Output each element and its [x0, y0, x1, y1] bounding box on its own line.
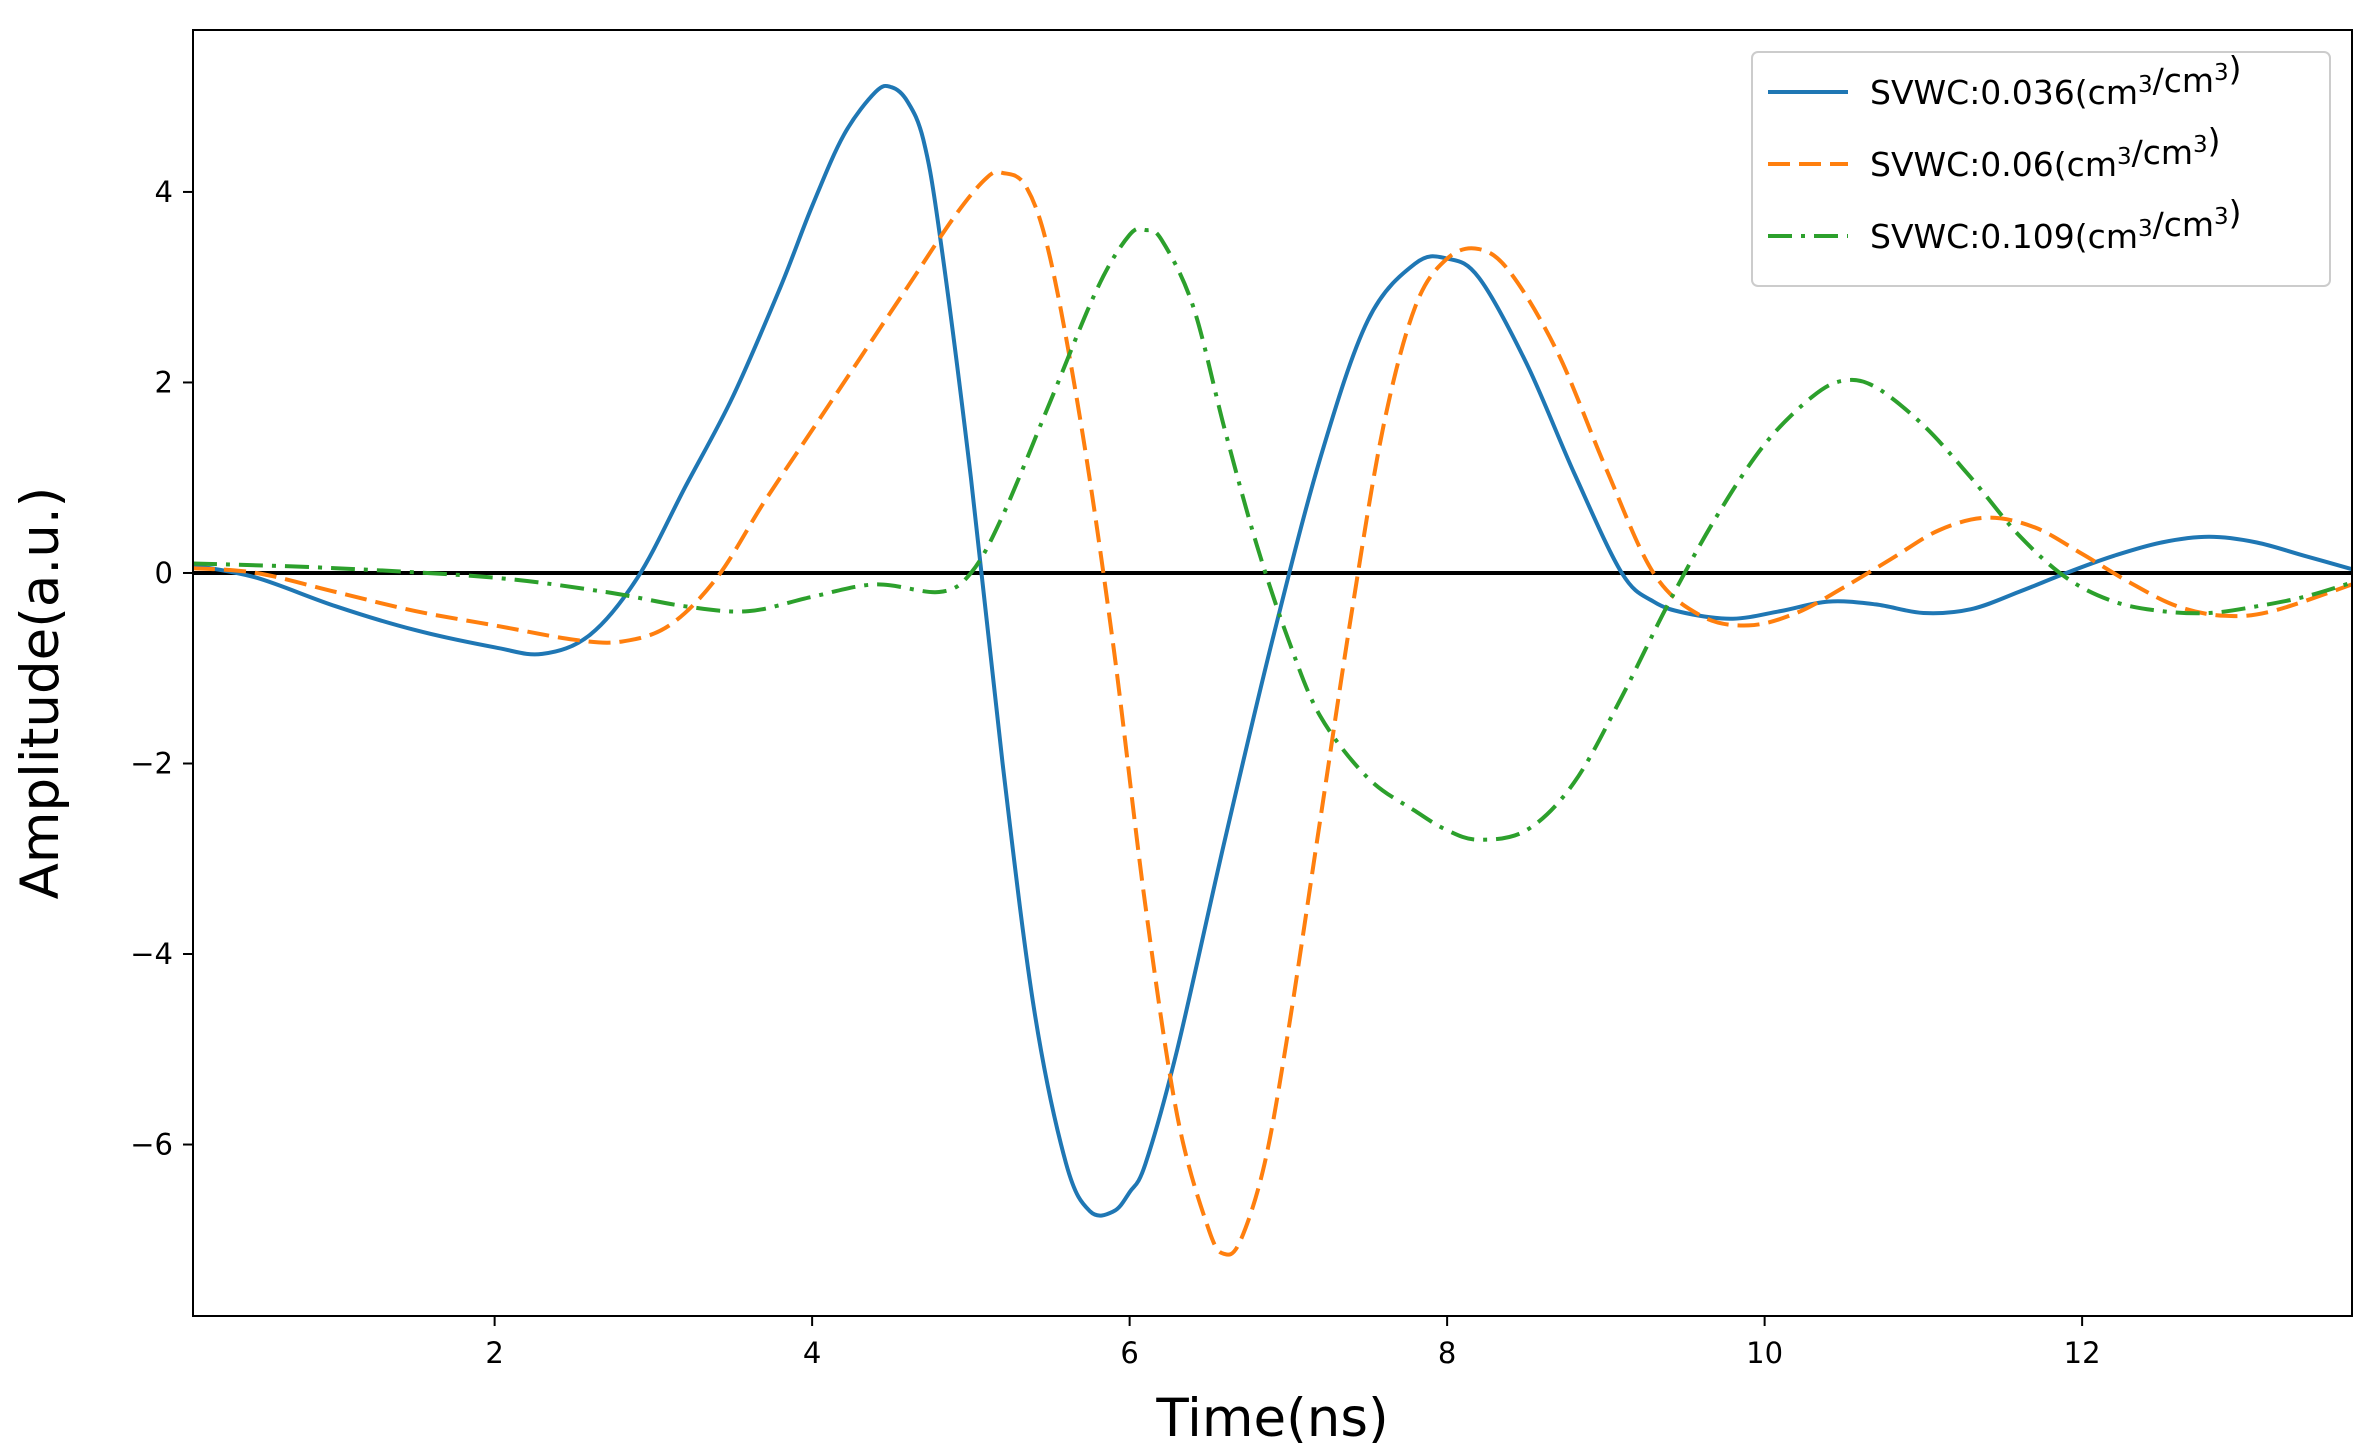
legend-label-2: SVWC:0.06(cm3/cm3)	[1870, 121, 2221, 184]
x-tick-label: 12	[2064, 1336, 2101, 1370]
plot-frame	[192, 29, 2353, 1317]
x-tick-label: 8	[1438, 1336, 1456, 1370]
legend-box	[1751, 51, 2331, 287]
y-tick-label: 0	[155, 556, 173, 590]
y-tick-label: 2	[155, 365, 173, 399]
x-tick-label: 6	[1120, 1336, 1138, 1370]
x-axis-ticks: 2 4 6 8 10 12	[485, 1316, 2101, 1370]
x-tick-label: 2	[485, 1336, 503, 1370]
legend-label-1: SVWC:0.036(cm3/cm3)	[1870, 49, 2242, 112]
y-tick-label: −2	[130, 746, 173, 780]
x-tick-label: 10	[1746, 1336, 1783, 1370]
legend-label-3: SVWC:0.109(cm3/cm3)	[1870, 193, 2242, 256]
series-line-1	[193, 83, 2352, 1218]
legend: SVWC:0.036(cm3/cm3) SVWC:0.06(cm3/cm3) SVW…	[1751, 49, 2331, 287]
y-tick-label: −6	[130, 1128, 173, 1162]
series-line-2	[193, 169, 2352, 1257]
x-tick-label: 4	[803, 1336, 821, 1370]
y-axis-ticks: −6 −4 −2 0 2 4	[130, 175, 193, 1162]
x-axis-title: Time(ns)	[1155, 1388, 1388, 1449]
y-tick-label: 4	[155, 175, 173, 209]
series-line-3	[193, 226, 2352, 842]
y-tick-label: −4	[130, 937, 173, 971]
y-axis-title: Amplitude(a.u.)	[10, 487, 71, 900]
series-layer	[193, 83, 2352, 1257]
